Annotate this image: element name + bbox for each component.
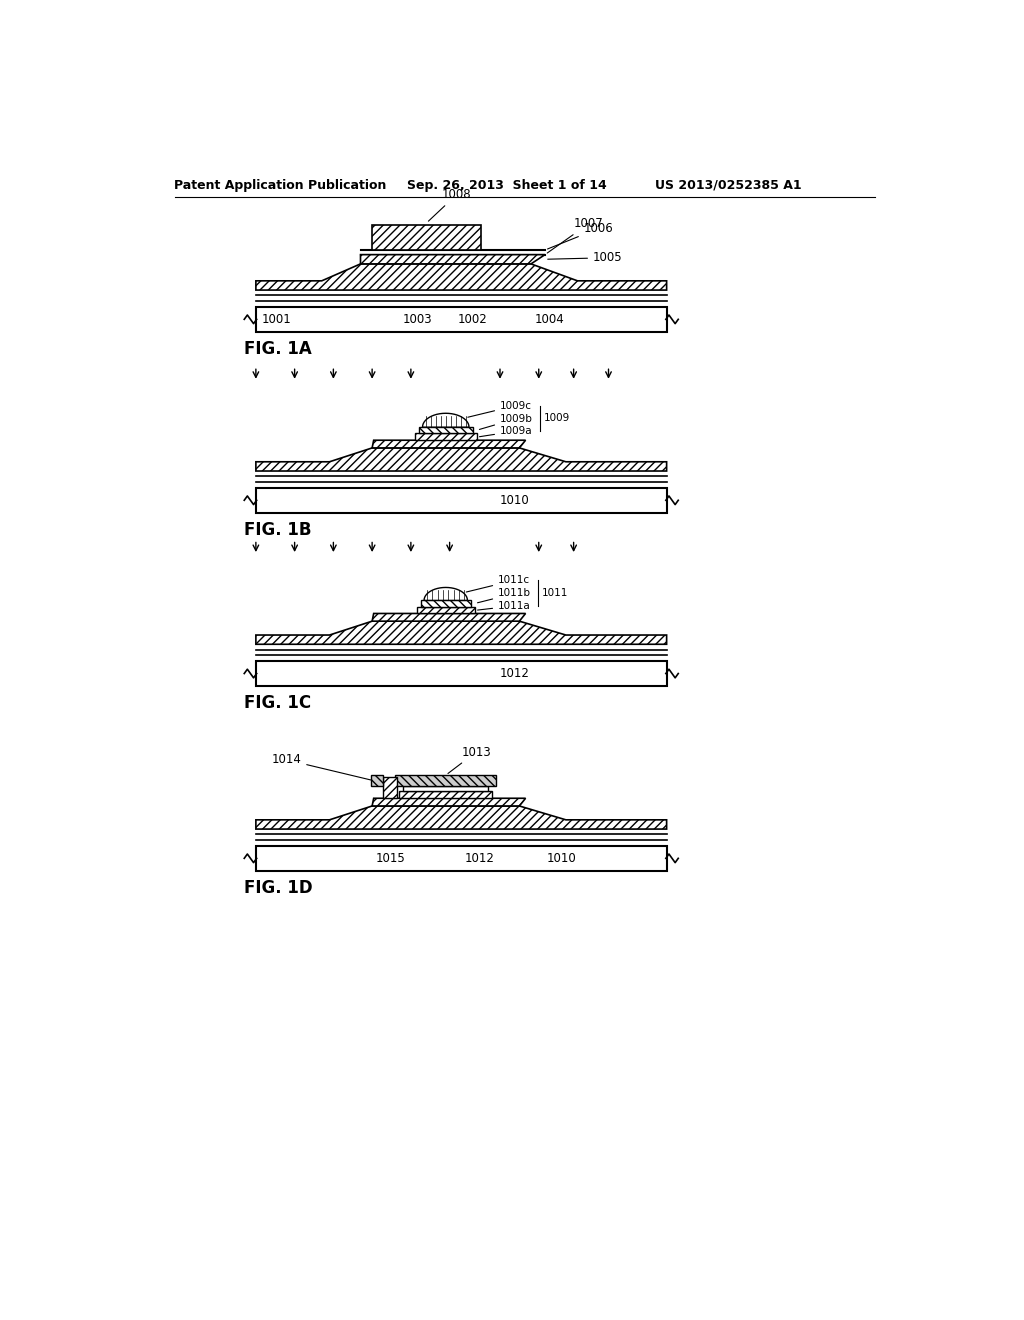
Text: 1003: 1003 bbox=[403, 313, 433, 326]
Polygon shape bbox=[372, 799, 525, 807]
Text: US 2013/0252385 A1: US 2013/0252385 A1 bbox=[655, 178, 802, 191]
Text: 1009a: 1009a bbox=[479, 426, 532, 437]
Polygon shape bbox=[424, 587, 467, 601]
Text: 1007: 1007 bbox=[547, 218, 603, 253]
Polygon shape bbox=[256, 447, 667, 471]
Text: 1011b: 1011b bbox=[477, 589, 531, 603]
Text: FIG. 1D: FIG. 1D bbox=[245, 879, 313, 896]
Text: 1008: 1008 bbox=[428, 187, 471, 222]
Text: FIG. 1B: FIG. 1B bbox=[245, 520, 311, 539]
Text: 1009b: 1009b bbox=[479, 413, 532, 429]
Text: FIG. 1A: FIG. 1A bbox=[245, 339, 312, 358]
Text: Patent Application Publication: Patent Application Publication bbox=[174, 178, 387, 191]
Text: 1011c: 1011c bbox=[466, 576, 530, 593]
Bar bbox=[372, 775, 383, 785]
Bar bbox=[383, 776, 397, 799]
Bar bbox=[415, 433, 477, 441]
Text: 1014: 1014 bbox=[271, 754, 380, 783]
Bar bbox=[421, 601, 471, 607]
Text: Sep. 26, 2013  Sheet 1 of 14: Sep. 26, 2013 Sheet 1 of 14 bbox=[407, 178, 607, 191]
Polygon shape bbox=[360, 255, 545, 264]
Text: 1012: 1012 bbox=[500, 667, 529, 680]
Text: 1011: 1011 bbox=[542, 589, 568, 598]
Bar bbox=[256, 846, 667, 871]
Polygon shape bbox=[256, 622, 667, 644]
Text: 1015: 1015 bbox=[376, 851, 406, 865]
Text: 1010: 1010 bbox=[500, 494, 529, 507]
Text: 1009c: 1009c bbox=[468, 400, 532, 417]
Polygon shape bbox=[256, 807, 667, 829]
Polygon shape bbox=[372, 441, 525, 447]
Bar bbox=[256, 308, 667, 331]
Text: 1005: 1005 bbox=[548, 251, 623, 264]
Bar bbox=[403, 785, 488, 792]
Text: FIG. 1C: FIG. 1C bbox=[245, 694, 311, 711]
Bar bbox=[419, 428, 473, 433]
Bar bbox=[417, 607, 475, 614]
Text: 1006: 1006 bbox=[548, 222, 613, 249]
Bar bbox=[256, 661, 667, 686]
Text: 1001: 1001 bbox=[262, 313, 292, 326]
Bar bbox=[399, 792, 493, 799]
Polygon shape bbox=[372, 614, 525, 622]
Bar bbox=[256, 488, 667, 512]
Text: 1009: 1009 bbox=[544, 413, 569, 424]
Polygon shape bbox=[256, 264, 667, 290]
Polygon shape bbox=[423, 413, 469, 428]
Bar bbox=[372, 226, 480, 249]
Text: 1010: 1010 bbox=[547, 851, 577, 865]
Text: 1011a: 1011a bbox=[477, 601, 530, 611]
Bar bbox=[395, 775, 496, 785]
Text: 1002: 1002 bbox=[458, 313, 487, 326]
Text: 1004: 1004 bbox=[535, 313, 564, 326]
Text: 1012: 1012 bbox=[465, 851, 495, 865]
Text: 1013: 1013 bbox=[447, 746, 490, 774]
